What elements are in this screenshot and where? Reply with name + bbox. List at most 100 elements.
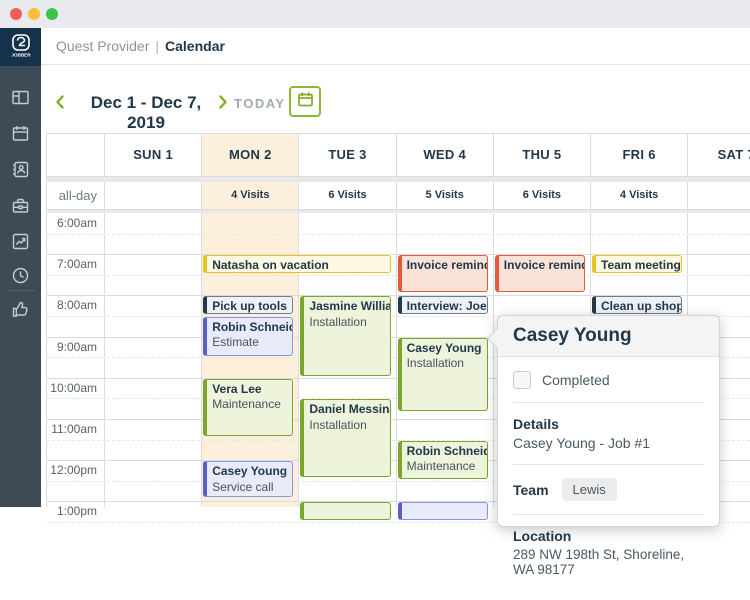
popup-divider xyxy=(513,464,704,465)
all-day-visits-cell[interactable] xyxy=(104,182,201,209)
location-section: Location 289 NW 198th St, Shoreline, WA … xyxy=(513,528,704,577)
hour-gridline xyxy=(47,419,750,420)
day-header: SAT 7 xyxy=(687,134,750,176)
event[interactable] xyxy=(300,502,391,521)
all-day-visits-cell[interactable]: 4 Visits xyxy=(590,182,687,209)
time-label: 8:00am xyxy=(56,298,97,313)
event-title: Interview: Joe xyxy=(406,299,487,314)
all-day-visits-cell[interactable]: 6 Visits xyxy=(492,182,590,209)
location-label: Location xyxy=(513,528,572,544)
half-hour-gridline xyxy=(47,439,750,441)
close-window-button[interactable] xyxy=(10,8,22,20)
half-hour-gridline xyxy=(47,316,750,317)
details-label: Details xyxy=(513,416,559,432)
details-value: Casey Young - Job #1 xyxy=(513,435,650,451)
date-picker-button[interactable] xyxy=(289,86,321,117)
timesheet-icon[interactable] xyxy=(11,266,30,285)
event[interactable]: Team meeting xyxy=(592,255,683,274)
event[interactable]: Robin SchneiderMaintenance xyxy=(397,440,488,480)
app-window: { "app": { "brand": "Quest Provider", "d… xyxy=(0,0,750,577)
time-label: 11:00am xyxy=(51,422,97,436)
page-title: Calendar xyxy=(165,38,225,54)
event-title: Invoice reminder: Daniel Messina xyxy=(503,258,584,273)
breadcrumb-divider: | xyxy=(155,38,160,54)
event-title: Invoice reminder: Vera Lee xyxy=(406,258,487,273)
calendar-icon xyxy=(297,91,314,113)
event-title: Robin Schneider xyxy=(212,320,292,334)
event-title: Clean up shop xyxy=(601,299,683,314)
event[interactable]: Robin SchneiderEstimate xyxy=(203,317,294,356)
jobber-logo[interactable]: JOBBER xyxy=(0,28,41,66)
all-day-visits-cell[interactable]: 5 Visits xyxy=(395,182,493,209)
column-gridline xyxy=(492,213,494,507)
event[interactable]: Clean up shop xyxy=(592,296,683,315)
team-label: Team xyxy=(513,481,549,498)
location-value: 289 NW 198th St, Shoreline, WA 98177 xyxy=(513,547,685,577)
next-week-button[interactable] xyxy=(216,93,232,111)
event[interactable]: Casey Young Service call xyxy=(203,461,294,497)
event-title: Robin Schneider xyxy=(406,443,487,458)
event-subtitle: Installation xyxy=(309,314,367,329)
column-gridline xyxy=(395,213,397,507)
event[interactable]: Natasha on vacation xyxy=(203,255,391,274)
column-gridline xyxy=(104,213,105,507)
all-day-visits-cell[interactable]: 6 Visits xyxy=(298,182,395,209)
event-title: Team meeting xyxy=(601,258,681,273)
event-title: Casey Young xyxy=(406,340,482,355)
event[interactable]: Vera Lee Maintenance xyxy=(203,378,294,437)
day-header: FRI 6 xyxy=(590,134,687,176)
column-gridline xyxy=(201,213,203,507)
popup-divider xyxy=(513,514,704,515)
half-hour-gridline xyxy=(47,480,750,482)
all-day-visits-cell[interactable] xyxy=(687,182,750,209)
time-label: 6:00am xyxy=(56,216,97,230)
sidebar: JOBBER xyxy=(0,28,41,507)
event-subtitle: Installation xyxy=(406,355,464,370)
schedule-icon[interactable] xyxy=(11,124,30,143)
event-subtitle: Maintenance xyxy=(212,397,281,412)
event[interactable]: Pick up tools xyxy=(203,296,294,315)
event-title: Pick up tools xyxy=(212,299,287,314)
sidebar-divider xyxy=(6,290,35,291)
work-icon[interactable] xyxy=(11,196,30,215)
dashboard-icon[interactable] xyxy=(11,88,30,107)
completed-row: Completed xyxy=(513,371,704,389)
reports-icon[interactable] xyxy=(11,232,30,251)
date-range-label: Dec 1 - Dec 7, 2019 xyxy=(90,93,202,132)
day-header: SUN 1 xyxy=(104,134,201,176)
event[interactable]: Daniel Messina Installation xyxy=(300,399,391,478)
team-section: Team Lewis xyxy=(513,478,704,501)
maximize-window-button[interactable] xyxy=(46,8,58,20)
window-titlebar xyxy=(0,0,750,28)
completed-label: Completed xyxy=(542,372,610,388)
completed-checkbox[interactable] xyxy=(513,371,531,389)
all-day-row: all-day 4 Visits 6 Visits 5 Visits 6 Visits… xyxy=(46,182,750,210)
day-header: THU 5 xyxy=(492,134,590,176)
approvals-icon[interactable] xyxy=(11,300,30,319)
event[interactable]: Jasmine WilliamsInstallation xyxy=(300,296,391,377)
minimize-window-button[interactable] xyxy=(28,8,40,20)
event[interactable]: Invoice reminder: Vera Lee xyxy=(397,255,488,292)
grid-separator xyxy=(46,177,750,182)
app-header: Quest Provider | Calendar xyxy=(41,28,750,65)
all-day-label: all-day xyxy=(58,188,97,203)
team-chip[interactable]: Lewis xyxy=(561,478,617,501)
event[interactable]: Interview: Joe xyxy=(397,296,488,315)
time-label: 12:00pm xyxy=(50,463,97,478)
event[interactable]: Invoice reminder: Daniel Messina xyxy=(494,255,585,292)
prev-week-button[interactable] xyxy=(53,93,69,111)
hour-gridline xyxy=(47,295,750,297)
event-subtitle: Service call xyxy=(212,479,274,494)
clients-icon[interactable] xyxy=(11,160,30,179)
event[interactable] xyxy=(397,502,488,521)
event[interactable]: Casey Young Installation xyxy=(397,337,488,412)
all-day-visits-cell[interactable]: 4 Visits xyxy=(201,182,299,209)
grid-separator xyxy=(46,210,750,213)
time-label: 9:00am xyxy=(56,339,97,354)
today-button[interactable]: TODAY xyxy=(234,96,286,111)
event-title: Vera Lee xyxy=(212,381,262,396)
column-gridline xyxy=(298,213,300,507)
event-subtitle: Estimate xyxy=(212,335,259,350)
event-title: Casey Young xyxy=(212,464,288,479)
